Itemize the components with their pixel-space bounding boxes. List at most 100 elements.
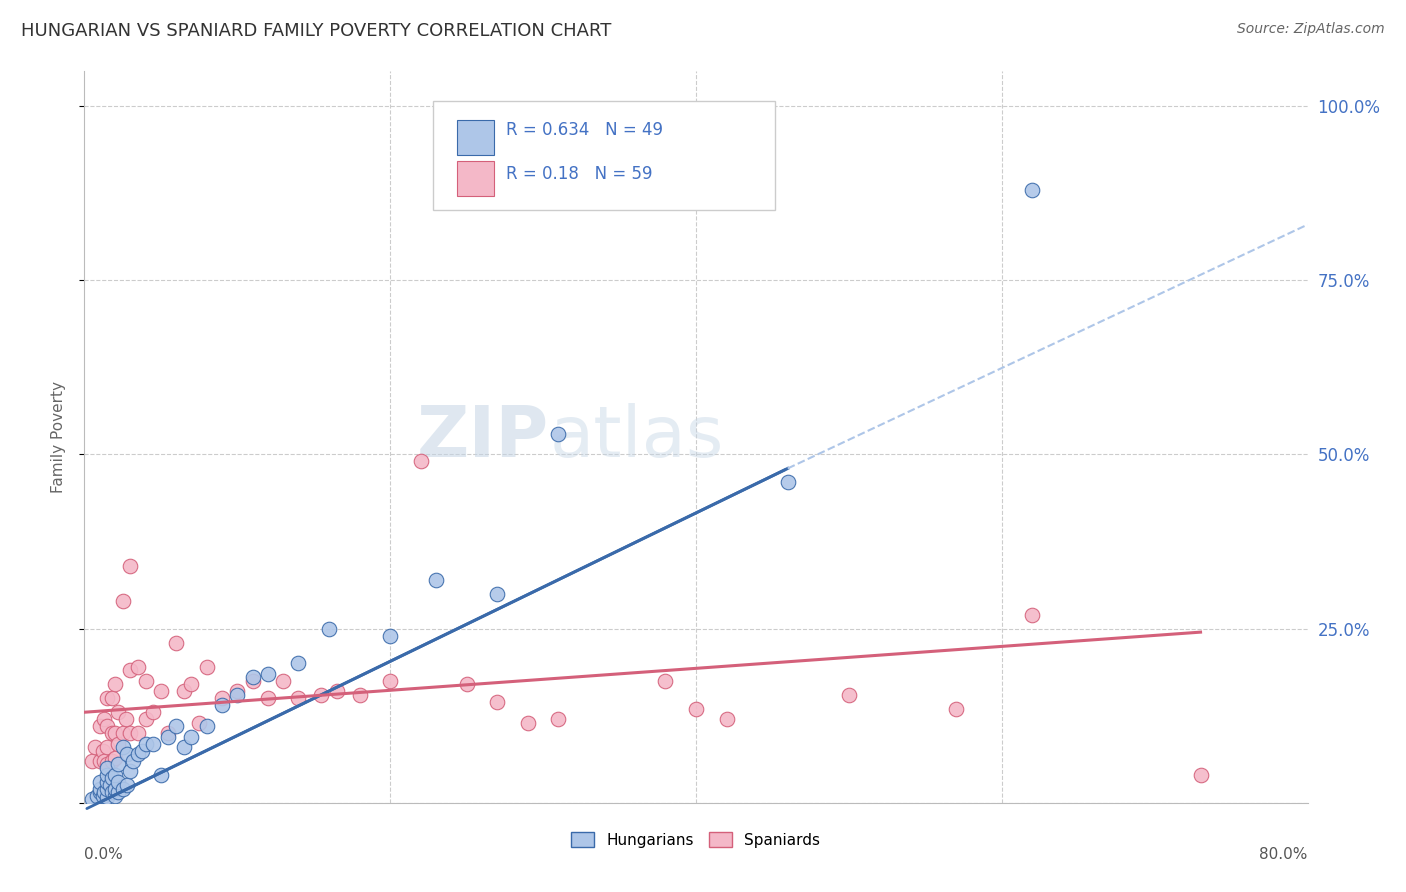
Point (131, 743, 153, 757)
Point (114, 712, 136, 726)
Point (101, 691, 124, 706)
Point (1021, 607, 1043, 622)
Point (188, 715, 211, 730)
Point (104, 781, 127, 796)
Point (486, 695, 509, 709)
Point (101, 785, 124, 799)
Point (685, 702, 707, 716)
Point (120, 664, 142, 678)
Point (86, 789, 108, 803)
Point (195, 660, 218, 674)
Point (120, 726, 142, 740)
Point (127, 726, 149, 740)
Point (96, 740, 118, 755)
Point (101, 772, 124, 786)
Point (195, 719, 218, 733)
Point (111, 594, 134, 608)
Point (1021, 183, 1043, 197)
Point (173, 684, 195, 698)
Point (89, 719, 111, 733)
Point (425, 573, 447, 587)
Point (380, 673, 402, 688)
Point (111, 726, 134, 740)
Point (157, 726, 180, 740)
Point (173, 740, 195, 755)
Point (107, 705, 129, 719)
Point (89, 754, 111, 768)
Point (96, 757, 118, 772)
Point (838, 688, 860, 702)
Point (93, 754, 115, 768)
Point (142, 705, 165, 719)
Point (776, 475, 799, 490)
Point (516, 715, 538, 730)
Point (127, 660, 149, 674)
Text: 0.0%: 0.0% (84, 847, 124, 862)
Point (111, 781, 134, 796)
Point (96, 790, 118, 805)
Point (89, 775, 111, 789)
Point (96, 781, 118, 796)
Point (1189, 768, 1212, 782)
Bar (457, 161, 494, 195)
Point (135, 712, 157, 726)
Point (120, 764, 142, 779)
Point (945, 702, 967, 716)
Point (180, 730, 202, 744)
Point (91, 743, 114, 757)
Text: atlas: atlas (550, 402, 724, 472)
Point (115, 778, 138, 792)
Point (101, 754, 124, 768)
Point (104, 677, 127, 691)
Point (257, 667, 280, 681)
Point (111, 740, 134, 755)
Point (101, 726, 124, 740)
Point (271, 673, 294, 688)
Point (104, 750, 127, 764)
Point (287, 657, 309, 671)
Point (96, 761, 118, 775)
Text: ZIP: ZIP (418, 402, 550, 472)
Point (547, 426, 569, 441)
Point (135, 673, 157, 688)
Point (157, 730, 180, 744)
Point (89, 785, 111, 799)
Text: Source: ZipAtlas.com: Source: ZipAtlas.com (1237, 22, 1385, 37)
Point (318, 622, 340, 636)
Point (226, 684, 249, 698)
Point (104, 789, 127, 803)
FancyBboxPatch shape (433, 101, 776, 211)
Point (93, 712, 115, 726)
Point (98, 778, 121, 792)
Point (257, 691, 280, 706)
Point (96, 719, 118, 733)
Point (165, 635, 187, 649)
Y-axis label: Family Poverty: Family Poverty (51, 381, 66, 493)
Point (149, 768, 172, 782)
Point (180, 677, 202, 691)
Point (242, 673, 264, 688)
Point (380, 629, 402, 643)
Point (107, 757, 129, 772)
Point (486, 587, 509, 601)
Legend: Hungarians, Spaniards: Hungarians, Spaniards (565, 825, 827, 854)
Point (80, 792, 103, 806)
Point (287, 691, 309, 706)
Point (456, 677, 478, 691)
Text: R = 0.18   N = 59: R = 0.18 N = 59 (506, 165, 652, 183)
Point (107, 775, 129, 789)
Point (120, 558, 142, 573)
Text: R = 0.634   N = 49: R = 0.634 N = 49 (506, 121, 664, 139)
Point (211, 698, 233, 713)
Point (84, 740, 107, 755)
Point (142, 737, 165, 751)
Point (165, 719, 187, 733)
Point (349, 688, 371, 702)
Point (89, 781, 111, 796)
Point (547, 712, 569, 726)
Point (127, 747, 149, 761)
Point (96, 775, 118, 789)
Point (409, 454, 432, 468)
Point (135, 737, 157, 751)
Point (91, 789, 114, 803)
